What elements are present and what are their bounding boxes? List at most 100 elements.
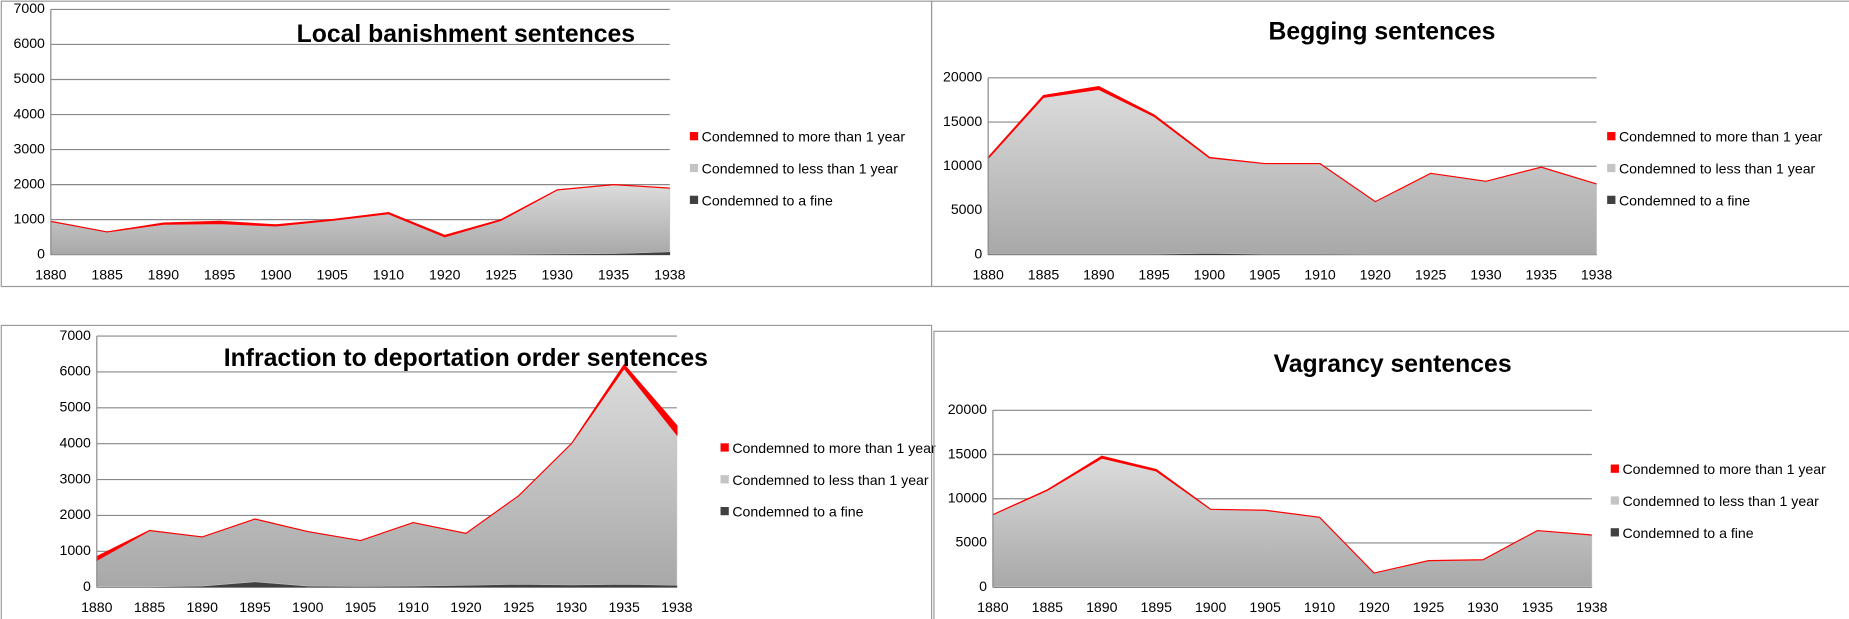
legend-label: Condemned to less than 1 year [1619,161,1816,177]
x-tick-label: 1880 [81,599,113,615]
legend-swatch [689,195,699,204]
y-tick-label: 10000 [943,157,982,173]
chart-title: Infraction to deportation order sentence… [224,345,708,372]
x-tick-label: 1885 [91,267,123,283]
legend-swatch [1610,528,1619,537]
area [96,363,678,562]
x-tick-label: 1900 [1194,267,1226,283]
legend-swatch [1607,163,1616,173]
x-tick-label: 1905 [316,267,348,283]
x-tick-label: 1895 [204,267,236,283]
x-tick-label: 1925 [485,267,517,283]
x-tick-label: 1935 [608,599,640,615]
x-tick-label: 1910 [373,267,405,283]
y-tick-label: 2000 [59,506,91,522]
x-tick-label: 1910 [1304,599,1336,615]
x-tick-label: 1885 [1028,267,1060,283]
y-tick-label: 15000 [948,445,987,461]
area [96,367,678,588]
legend-swatch [720,475,729,484]
x-tick-label: 1920 [1358,599,1390,615]
y-tick-label: 5000 [951,201,983,217]
x-tick-label: 1935 [598,267,630,283]
x-tick-label: 1895 [1138,267,1170,283]
y-tick-label: 0 [974,245,982,261]
legend-swatch [720,506,729,516]
chart-frame [0,324,933,619]
legend-label: Condemned to more than 1 year [1622,461,1826,477]
chart-title: Local banishment sentences [297,21,635,48]
y-tick-label: 2000 [13,175,45,191]
y-tick-label: 6000 [59,363,91,379]
y-tick-label: 7000 [59,327,91,343]
chart-title: Begging sentences [1269,19,1496,46]
y-tick-label: 4000 [59,434,91,450]
x-tick-label: 1925 [1415,267,1447,283]
y-tick-label: 7000 [13,0,45,16]
x-tick-label: 1935 [1526,267,1558,283]
y-tick-label: 5000 [13,70,45,86]
y-tick-label: 15000 [943,113,982,129]
legend-label: Condemned to more than 1 year [1619,129,1823,145]
y-tick-label: 20000 [943,69,982,85]
x-tick-label: 1880 [35,267,67,283]
x-tick-label: 1905 [1249,599,1281,615]
x-tick-label: 1938 [1581,267,1613,283]
x-tick-label: 1910 [1304,267,1336,283]
y-tick-label: 0 [83,578,91,594]
legend-swatch [1610,464,1619,473]
y-tick-label: 6000 [13,35,45,51]
y-tick-label: 0 [37,245,45,261]
y-tick-label: 1000 [59,542,91,558]
x-tick-label: 1920 [450,599,482,615]
y-tick-label: 3000 [59,470,91,486]
x-tick-label: 1880 [972,267,1004,283]
legend-label: Condemned to more than 1 year [732,440,936,456]
y-tick-label: 4000 [13,105,45,121]
chart-frame [933,330,1849,619]
x-tick-label: 1890 [148,267,180,283]
legend-swatch [1607,195,1616,204]
legend-swatch [689,132,699,141]
x-tick-label: 1930 [556,599,588,615]
y-tick-label: 0 [979,578,987,594]
x-tick-label: 1910 [398,599,430,615]
x-tick-label: 1938 [654,267,686,283]
legend-label: Condemned to a fine [1619,192,1750,208]
x-tick-label: 1905 [345,599,377,615]
legend-swatch [689,163,699,173]
x-tick-label: 1890 [187,599,219,615]
x-tick-label: 1905 [1249,267,1281,283]
area [987,89,1597,255]
legend-swatch [1610,496,1619,505]
legend-swatch [720,443,729,452]
x-tick-label: 1925 [1413,599,1445,615]
x-tick-label: 1930 [542,267,574,283]
x-tick-label: 1920 [1360,267,1392,283]
x-tick-label: 1890 [1086,599,1118,615]
chart-title: Vagrancy sentences [1274,351,1512,378]
legend-label: Condemned to less than 1 year [1622,493,1819,509]
legend-label: Condemned to less than 1 year [732,472,929,488]
x-tick-label: 1885 [1032,599,1064,615]
y-tick-label: 1000 [13,210,45,226]
area [992,457,1593,588]
x-tick-label: 1938 [1576,599,1608,615]
y-tick-label: 10000 [948,489,987,505]
x-tick-label: 1895 [1141,599,1173,615]
x-tick-label: 1885 [134,599,166,615]
legend-swatch [1607,132,1616,141]
legend-label: Condemned to a fine [1622,525,1753,541]
legend-label: Condemned to a fine [702,192,833,208]
y-tick-label: 5000 [956,534,988,550]
area [992,455,1592,574]
y-tick-label: 20000 [948,401,987,417]
x-tick-label: 1938 [661,599,693,615]
x-tick-label: 1880 [977,599,1009,615]
y-tick-label: 3000 [13,140,45,156]
x-tick-label: 1920 [429,267,461,283]
area [987,86,1597,203]
x-tick-label: 1930 [1467,599,1499,615]
x-tick-label: 1935 [1522,599,1554,615]
